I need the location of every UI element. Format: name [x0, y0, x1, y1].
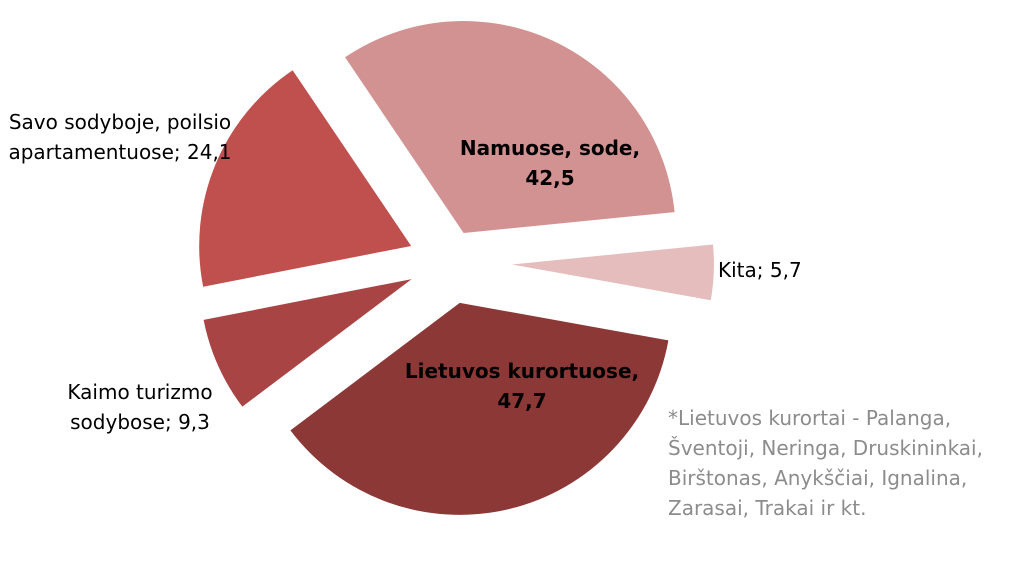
data-label: Lietuvos kurortuose, 47,7 [404, 359, 640, 413]
data-label: Kaimo turizmo sodybose; 9,3 [67, 380, 213, 434]
data-label: Kita; 5,7 [718, 258, 802, 282]
pie-slice [511, 244, 714, 301]
pie-slice [290, 302, 669, 515]
data-label: Savo sodyboje, poilsio apartamentuose; 2… [8, 110, 232, 164]
data-label: Namuose, sode, 42,5 [459, 136, 641, 190]
pie-slice [203, 279, 412, 407]
pie-slice [199, 70, 412, 287]
pie-slice [345, 21, 675, 234]
footnote: *Lietuvos kurortai - Palanga, Šventoji, … [668, 406, 983, 520]
